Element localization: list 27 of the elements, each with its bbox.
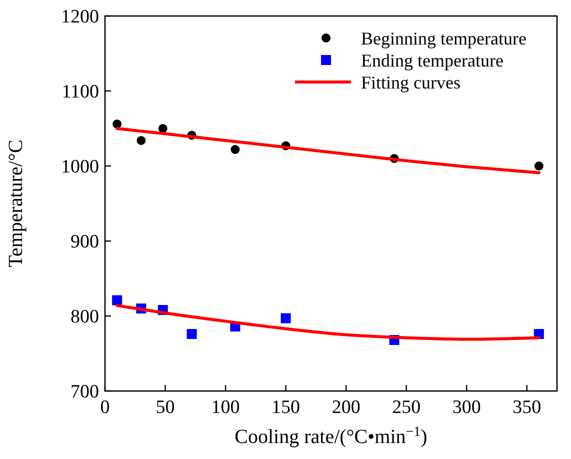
y-tick-label: 1000 [61, 156, 99, 178]
legend-label: Fitting curves [361, 72, 460, 92]
point [112, 295, 122, 306]
x-tick-label: 50 [156, 397, 175, 418]
x-tick-label: 0 [100, 397, 110, 418]
point [158, 124, 168, 133]
point [534, 162, 544, 170]
x-tick-label: 150 [272, 397, 300, 418]
x-tick-label: 200 [332, 397, 360, 418]
legend-label: Beginning temperature [361, 28, 526, 48]
x-tick-label: 250 [392, 397, 421, 418]
x-tick-label: 350 [512, 397, 542, 418]
point [136, 136, 146, 145]
point [280, 313, 291, 324]
y-tick-label: 700 [70, 382, 99, 403]
y-tick-label: 1100 [62, 82, 99, 103]
x-tick-label: 300 [452, 397, 481, 418]
x-axis-title: Cooling rate/(°C•min$^{−1}$) [234, 424, 428, 448]
x-tick-label: 100 [211, 397, 240, 418]
y-tick-label: 900 [70, 232, 99, 253]
y-axis-title: Temperature/°C [5, 140, 27, 268]
point [186, 329, 197, 339]
point [112, 120, 122, 128]
y-tick-label: 800 [70, 306, 99, 328]
point [230, 145, 240, 154]
y-tick-label: 1200 [61, 6, 99, 28]
legend-label: Ending temperature [361, 50, 504, 70]
